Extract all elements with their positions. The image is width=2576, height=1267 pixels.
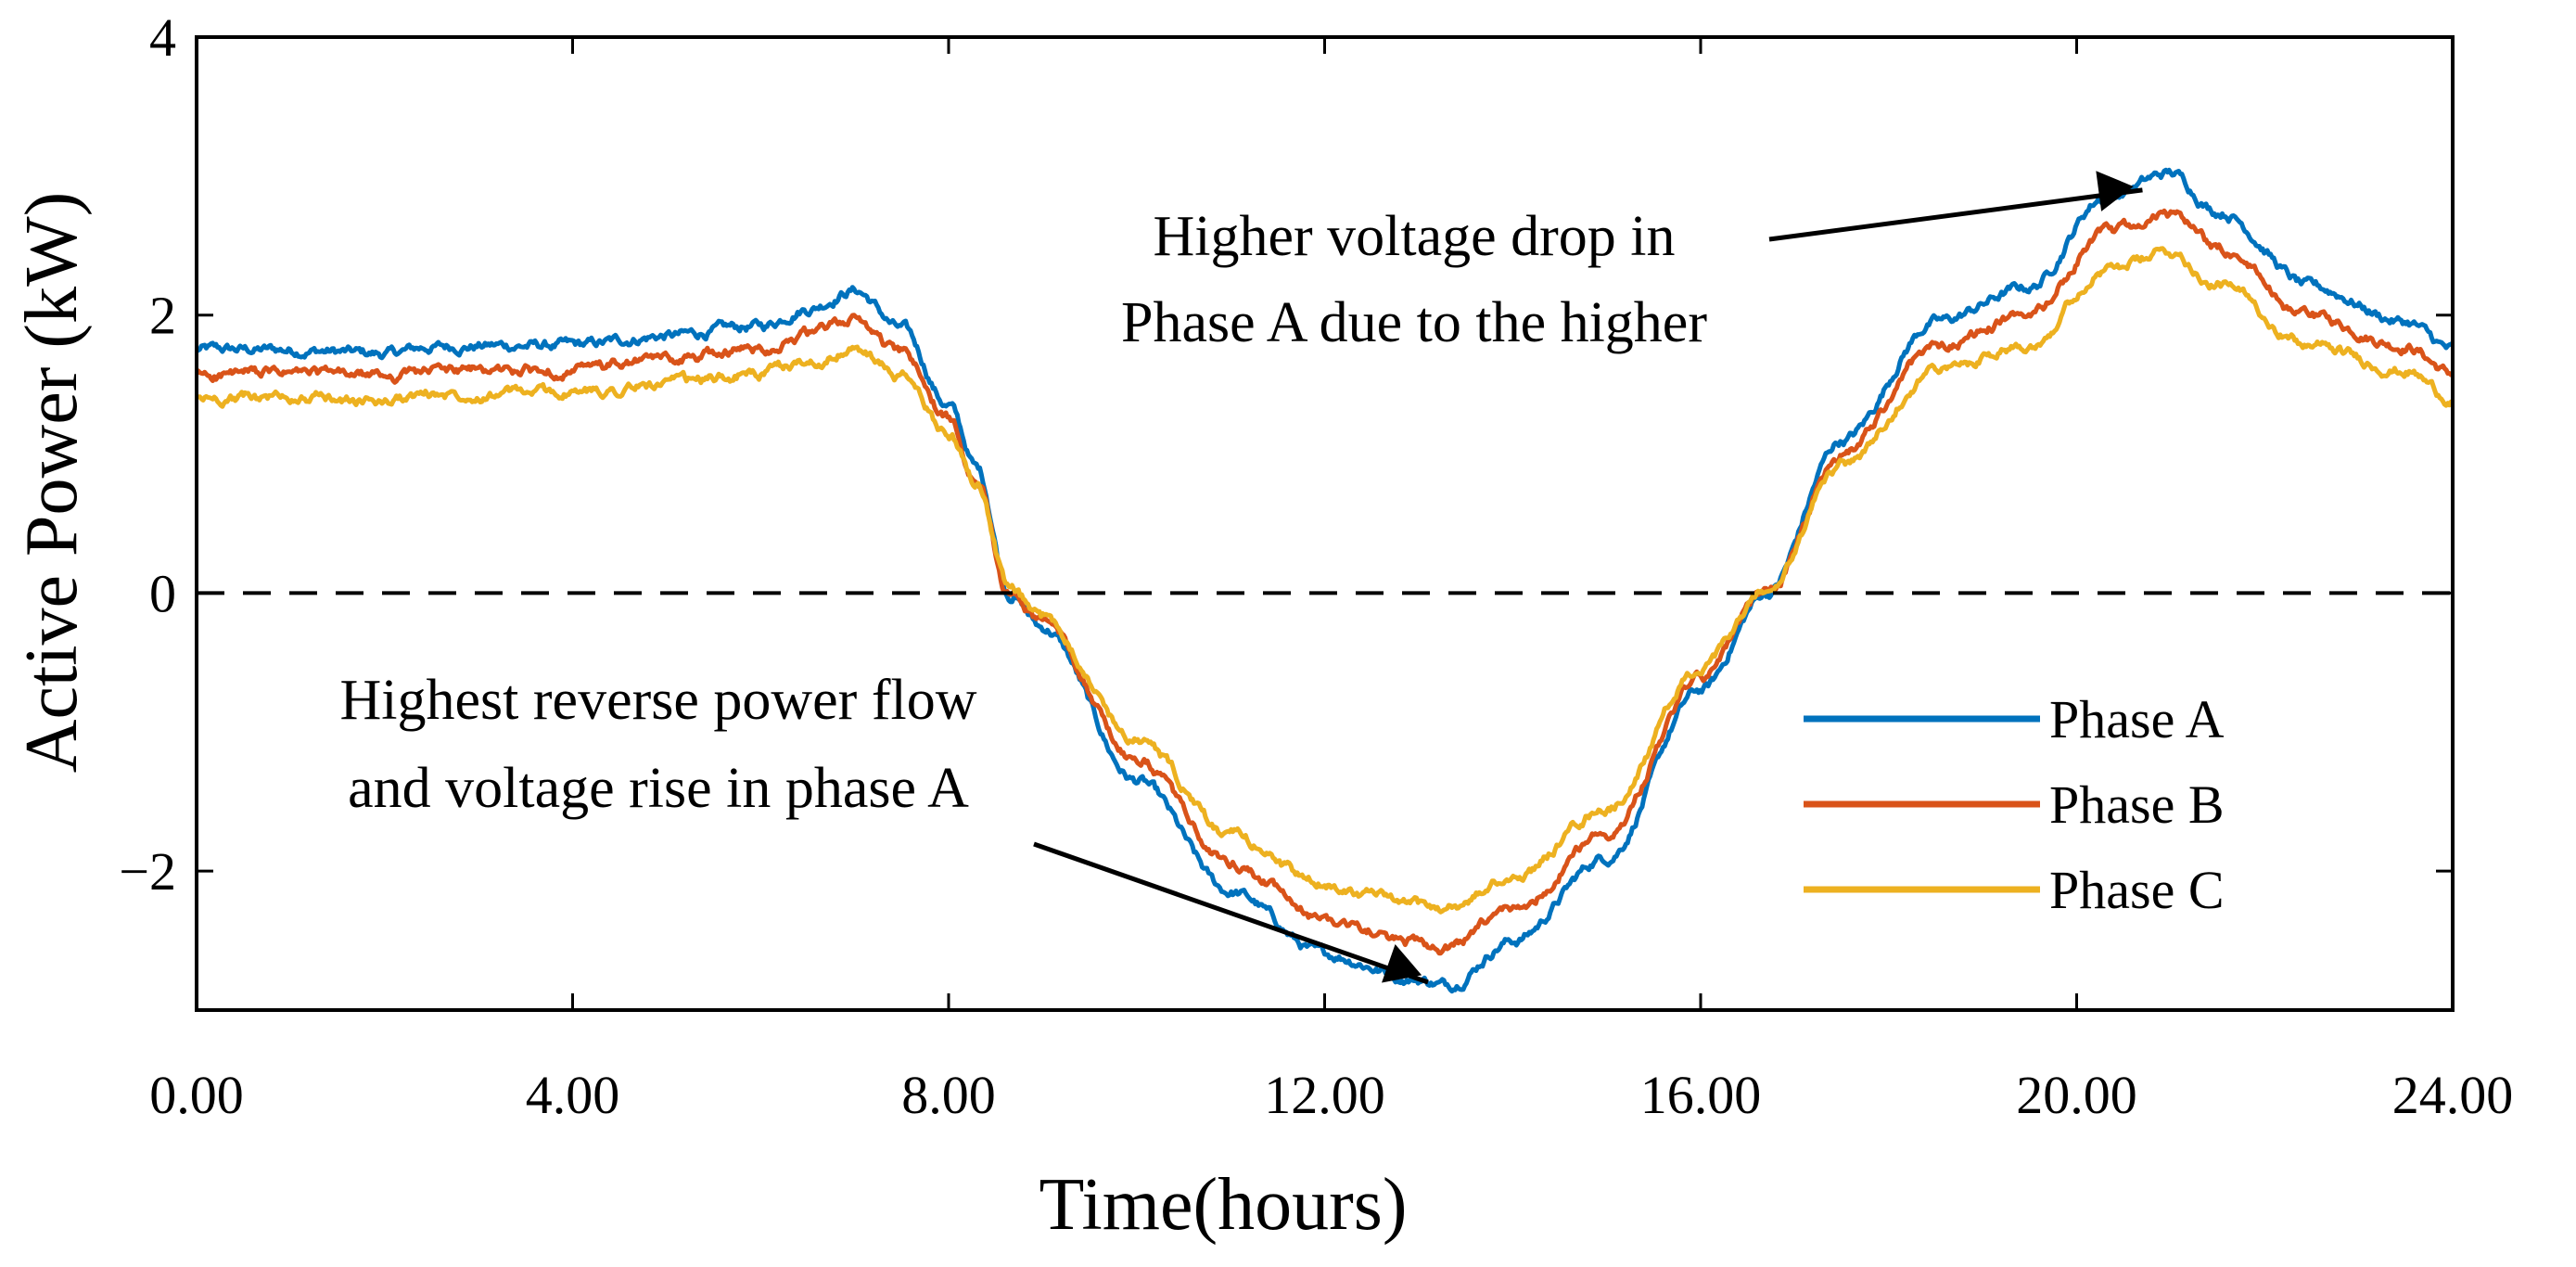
- legend-label-phase-a: Phase A: [2049, 689, 2225, 749]
- annotation-voltage-drop-line-2: Phase A due to the higher: [1121, 291, 1707, 354]
- legend: Phase A Phase B Phase C: [1804, 689, 2225, 920]
- x-tick-label: 0.00: [149, 1065, 244, 1125]
- annotation-voltage-drop-arrow: [1768, 171, 2143, 242]
- series-layer: [194, 167, 2455, 994]
- series-line-phase-b: [194, 208, 2454, 956]
- x-tick-label: 16.00: [1640, 1065, 1762, 1125]
- series-line-phase-c: [196, 246, 2455, 915]
- annotation-reverse-power-line-2: and voltage rise in phase A: [348, 757, 969, 820]
- x-tick-label: 20.00: [2016, 1065, 2137, 1125]
- y-tick-label: −2: [119, 841, 176, 902]
- series-line-phase-a: [195, 167, 2455, 994]
- annotation-voltage-drop: Higher voltage drop in Phase A due to th…: [1121, 171, 2143, 354]
- x-tick-label: 8.00: [901, 1065, 996, 1125]
- x-tick-label: 4.00: [526, 1065, 620, 1125]
- y-tick-label: 0: [149, 563, 176, 623]
- legend-label-phase-c: Phase C: [2049, 860, 2225, 920]
- x-tick-label: 12.00: [1264, 1065, 1385, 1125]
- annotation-voltage-drop-line-1: Higher voltage drop in: [1153, 205, 1675, 268]
- x-axis-title: Time(hours): [1039, 1164, 1407, 1246]
- annotation-reverse-power: Highest reverse power flow and voltage r…: [340, 669, 1429, 985]
- x-tick-label: 24.00: [2392, 1065, 2514, 1125]
- axis-ticks: 0.00 4.00 8.00 12.00 16.00 20.00 24.00 −2 0 2 4: [119, 7, 2513, 1125]
- y-tick-label: 4: [149, 7, 176, 68]
- annotation-reverse-power-line-1: Highest reverse power flow: [340, 669, 977, 732]
- legend-label-phase-b: Phase B: [2049, 774, 2225, 835]
- annotation-reverse-power-arrow: [1033, 841, 1429, 985]
- y-tick-label: 2: [149, 286, 176, 346]
- y-axis-title: Active Power (kW): [11, 192, 93, 773]
